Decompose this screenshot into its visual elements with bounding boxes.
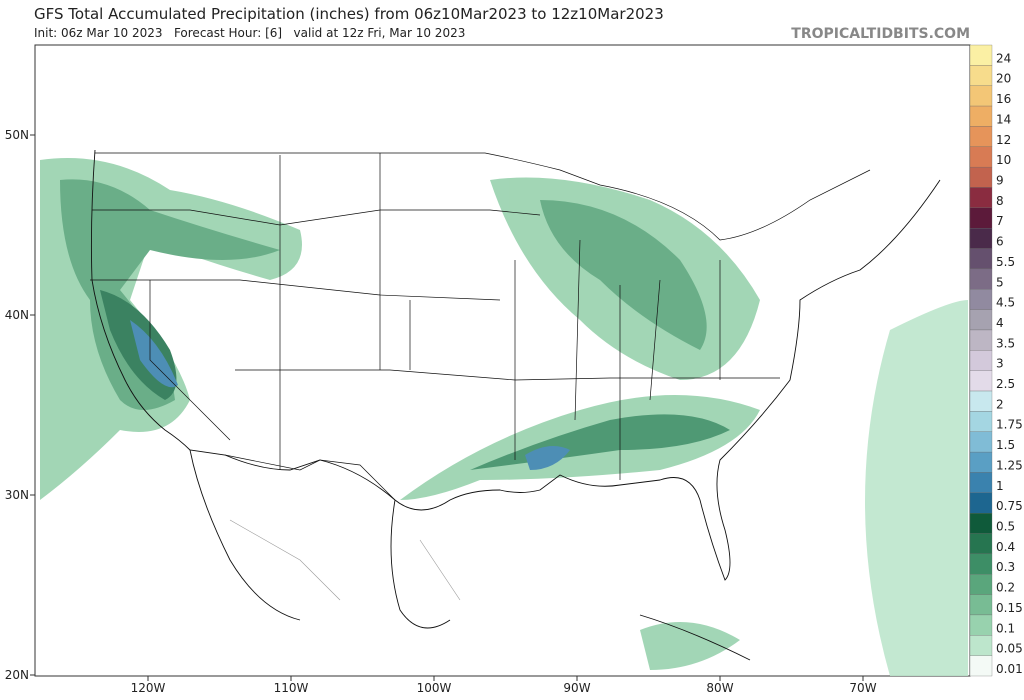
color-swatch — [969, 513, 993, 534]
level-label: 0.05 — [996, 642, 1023, 656]
colorbar: 24 20 16 14 12 10 9 8 7 6 5.5 5 4.5 4 3.5 3 2.5 2 1.75 1.5 1… — [969, 44, 1023, 677]
lon-label: 80W — [706, 681, 733, 695]
color-swatch — [969, 451, 993, 473]
level-label: 1 — [996, 479, 1004, 493]
color-swatch — [969, 207, 993, 229]
color-swatch — [969, 431, 993, 453]
level-label: 0.01 — [996, 662, 1023, 676]
lat-label: 20N — [5, 668, 29, 682]
level-label: 3.5 — [996, 336, 1015, 350]
level-label: 10 — [996, 153, 1011, 167]
color-swatch — [969, 472, 993, 493]
level-label: 4 — [996, 316, 1004, 330]
lon-axis: 120W 110W 100W 90W 80W 70W — [131, 676, 877, 695]
color-swatch — [969, 309, 993, 331]
color-swatch — [969, 289, 993, 310]
color-swatch — [969, 594, 993, 616]
lon-label: 90W — [563, 681, 590, 695]
color-swatch — [969, 85, 993, 107]
level-label: 2.5 — [996, 377, 1015, 391]
lon-label: 70W — [849, 681, 876, 695]
precip-field — [40, 158, 968, 676]
borders — [90, 152, 871, 601]
color-swatch — [969, 268, 993, 290]
level-label: 20 — [996, 72, 1011, 86]
color-swatch — [969, 126, 993, 147]
color-swatch — [969, 228, 993, 249]
color-swatch — [969, 370, 993, 392]
color-swatch — [969, 614, 993, 636]
lat-label: 30N — [5, 488, 29, 502]
color-swatch — [969, 553, 993, 575]
level-label: 0.75 — [996, 499, 1023, 513]
lon-label: 110W — [274, 681, 309, 695]
level-label: 0.15 — [996, 601, 1023, 615]
color-swatch — [969, 533, 993, 555]
lat-label: 50N — [5, 128, 29, 142]
level-label: 14 — [996, 112, 1011, 126]
color-swatch — [969, 350, 993, 371]
level-label: 0.4 — [996, 540, 1015, 554]
level-label: 24 — [996, 51, 1011, 65]
color-swatch — [969, 574, 993, 595]
level-label: 2 — [996, 397, 1004, 411]
title: GFS Total Accumulated Precipitation (inc… — [34, 5, 664, 23]
level-label: 9 — [996, 173, 1004, 187]
level-label: 3 — [996, 357, 1004, 371]
color-swatch — [969, 65, 993, 86]
color-swatch — [969, 635, 993, 656]
level-label: 0.1 — [996, 621, 1015, 635]
level-label: 16 — [996, 92, 1011, 106]
level-label: 5 — [996, 275, 1004, 289]
lon-label: 100W — [417, 681, 452, 695]
level-label: 8 — [996, 194, 1004, 208]
color-swatch — [969, 411, 993, 432]
level-label: 0.3 — [996, 560, 1015, 574]
color-swatch — [969, 329, 993, 351]
color-swatch — [969, 390, 993, 412]
map — [34, 44, 971, 677]
color-swatch — [969, 187, 993, 208]
lat-axis: 50N 40N 30N 20N — [5, 128, 35, 682]
watermark: TROPICALTIDBITS.COM — [791, 26, 970, 42]
coastlines — [90, 149, 941, 661]
level-label: 6 — [996, 235, 1004, 249]
color-swatch — [969, 146, 993, 168]
subtitle: Init: 06z Mar 10 2023 Forecast Hour: [6]… — [34, 26, 465, 40]
color-swatch — [969, 105, 993, 127]
level-label: 0.2 — [996, 581, 1015, 595]
color-swatch — [969, 492, 993, 514]
color-swatch — [969, 248, 993, 270]
level-label: 1.5 — [996, 438, 1015, 452]
level-label: 4.5 — [996, 296, 1015, 310]
color-swatch — [969, 44, 993, 66]
level-label: 1.25 — [996, 458, 1023, 472]
lon-label: 120W — [131, 681, 166, 695]
level-label: 1.75 — [996, 418, 1023, 432]
lat-label: 40N — [5, 308, 29, 322]
color-swatch — [969, 166, 993, 188]
level-label: 5.5 — [996, 255, 1015, 269]
level-label: 7 — [996, 214, 1004, 228]
color-swatch — [969, 655, 993, 677]
level-label: 12 — [996, 133, 1011, 147]
level-label: 0.5 — [996, 520, 1015, 534]
